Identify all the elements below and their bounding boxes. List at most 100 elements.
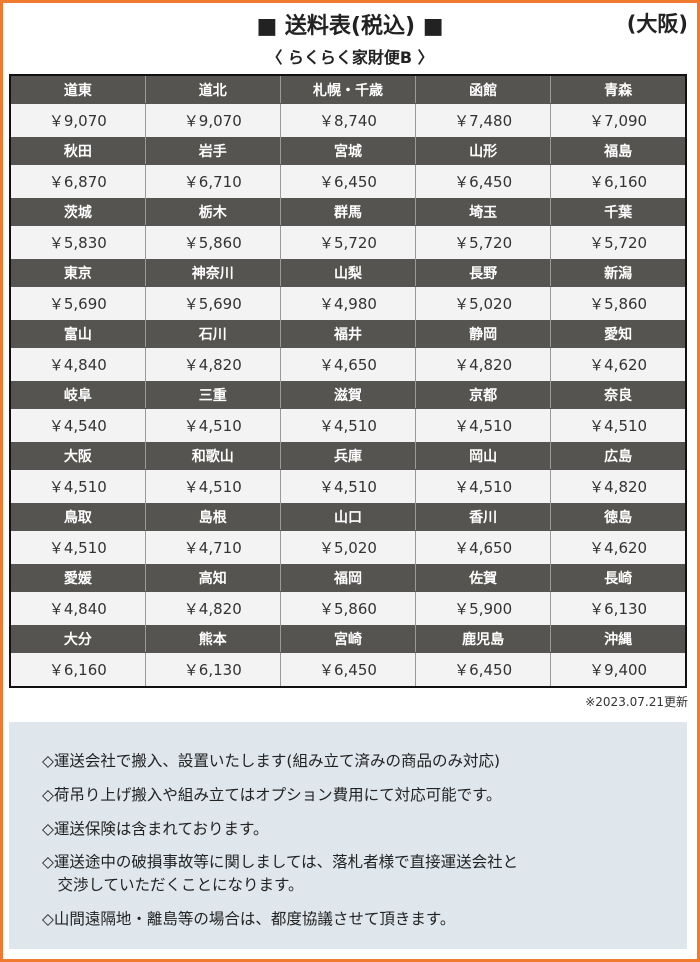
- region-name: 神奈川: [144, 259, 281, 287]
- price-row: ￥6,870 ￥6,710 ￥6,450 ￥6,450 ￥6,160: [9, 164, 687, 198]
- region-name: 道東: [9, 75, 146, 104]
- price-row: ￥4,510 ￥4,710 ￥5,020 ￥4,650 ￥4,620: [9, 530, 687, 564]
- region-name: 新潟: [550, 259, 687, 287]
- region-name: 岡山: [415, 442, 552, 470]
- shipping-price: ￥4,710: [144, 530, 281, 564]
- region-name: 札幌・千歳: [279, 75, 417, 104]
- shipping-price: ￥4,510: [279, 408, 417, 442]
- region-name: 和歌山: [144, 442, 281, 470]
- note-item: ◇運送会社で搬入、設置いたします(組み立て済みの商品のみ対応): [42, 752, 501, 770]
- shipping-rate-table: 道東 道北 札幌・千歳 函館 青森 ￥9,070 ￥9,070 ￥8,740 ￥7,480 ￥7,…: [9, 74, 687, 688]
- region-name: 函館: [415, 75, 552, 104]
- region-name: 香川: [415, 503, 552, 531]
- region-name: 岩手: [144, 137, 281, 165]
- region-header-row: 大分 熊本 宮崎 鹿児島 沖縄: [9, 625, 687, 653]
- shipping-price: ￥4,510: [279, 469, 417, 503]
- region-name: 大分: [9, 625, 146, 653]
- shipping-price: ￥4,820: [144, 347, 281, 381]
- region-name: 茨城: [9, 198, 146, 226]
- shipping-price: ￥4,510: [415, 408, 552, 442]
- price-row: ￥4,540 ￥4,510 ￥4,510 ￥4,510 ￥4,510: [9, 408, 687, 442]
- shipping-price: ￥6,450: [279, 164, 417, 198]
- notes-box: ◇運送会社で搬入、設置いたします(組み立て済みの商品のみ対応) ◇荷吊り上げ搬入…: [9, 722, 687, 949]
- region-name: 徳島: [550, 503, 687, 531]
- price-row: ￥4,840 ￥4,820 ￥4,650 ￥4,820 ￥4,620: [9, 347, 687, 381]
- region-header-row: 茨城 栃木 群馬 埼玉 千葉: [9, 198, 687, 226]
- shipping-price: ￥4,620: [550, 530, 687, 564]
- region-header-row: 岐阜 三重 滋賀 京都 奈良: [9, 381, 687, 409]
- shipping-price: ￥4,510: [415, 469, 552, 503]
- region-header-row: 大阪 和歌山 兵庫 岡山 広島: [9, 442, 687, 470]
- shipping-price: ￥8,740: [279, 103, 417, 137]
- shipping-price: ￥4,510: [144, 469, 281, 503]
- shipping-price: ￥5,020: [279, 530, 417, 564]
- shipping-price: ￥4,840: [9, 347, 146, 381]
- region-header-row: 愛媛 高知 福岡 佐賀 長崎: [9, 564, 687, 592]
- region-name: 熊本: [144, 625, 281, 653]
- shipping-price: ￥4,650: [279, 347, 417, 381]
- shipping-price: ￥6,710: [144, 164, 281, 198]
- region-name: 島根: [144, 503, 281, 531]
- service-subtitle: 〈 らくらく家財便B 〉: [266, 48, 434, 67]
- shipping-price: ￥9,070: [9, 103, 146, 137]
- shipping-price: ￥6,870: [9, 164, 146, 198]
- region-name: 沖縄: [550, 625, 687, 653]
- shipping-price: ￥6,130: [550, 591, 687, 625]
- price-row: ￥4,840 ￥4,820 ￥5,860 ￥5,900 ￥6,130: [9, 591, 687, 625]
- shipping-price: ￥9,400: [550, 652, 687, 687]
- region-name: 石川: [144, 320, 281, 348]
- shipping-price: ￥6,160: [9, 652, 146, 687]
- region-name: 宮崎: [279, 625, 417, 653]
- region-name: 愛媛: [9, 564, 146, 592]
- shipping-price: ￥6,450: [415, 652, 552, 687]
- shipping-price: ￥7,480: [415, 103, 552, 137]
- region-name: 愛知: [550, 320, 687, 348]
- region-name: 千葉: [550, 198, 687, 226]
- shipping-price: ￥5,020: [415, 286, 552, 320]
- region-header-row: 鳥取 島根 山口 香川 徳島: [9, 503, 687, 531]
- region-name: 佐賀: [415, 564, 552, 592]
- region-name: 高知: [144, 564, 281, 592]
- shipping-price: ￥5,830: [9, 225, 146, 259]
- shipping-price: ￥4,820: [144, 591, 281, 625]
- region-name: 福島: [550, 137, 687, 165]
- shipping-price: ￥4,510: [9, 530, 146, 564]
- shipping-price: ￥4,510: [550, 408, 687, 442]
- shipping-price: ￥4,650: [415, 530, 552, 564]
- region-name: 広島: [550, 442, 687, 470]
- region-name: 鳥取: [9, 503, 146, 531]
- price-row: ￥5,830 ￥5,860 ￥5,720 ￥5,720 ￥5,720: [9, 225, 687, 259]
- region-name: 福岡: [279, 564, 417, 592]
- region-header-row: 秋田 岩手 宮城 山形 福島: [9, 137, 687, 165]
- region-name: 東京: [9, 259, 146, 287]
- region-name: 京都: [415, 381, 552, 409]
- region-name: 静岡: [415, 320, 552, 348]
- note-item: ◇荷吊り上げ搬入や組み立てはオプション費用にて対応可能です。: [42, 786, 502, 804]
- origin-region: (大阪): [626, 12, 688, 36]
- shipping-price: ￥4,510: [144, 408, 281, 442]
- shipping-price: ￥4,840: [9, 591, 146, 625]
- shipping-price: ￥5,860: [144, 225, 281, 259]
- region-name: 道北: [144, 75, 281, 104]
- shipping-price: ￥6,130: [144, 652, 281, 687]
- shipping-price: ￥7,090: [550, 103, 687, 137]
- region-name: 山梨: [279, 259, 417, 287]
- shipping-price: ￥6,450: [415, 164, 552, 198]
- price-row: ￥4,510 ￥4,510 ￥4,510 ￥4,510 ￥4,820: [9, 469, 687, 503]
- region-name: 奈良: [550, 381, 687, 409]
- region-name: 秋田: [9, 137, 146, 165]
- region-name: 栃木: [144, 198, 281, 226]
- shipping-price: ￥4,980: [279, 286, 417, 320]
- region-name: 滋賀: [279, 381, 417, 409]
- shipping-price: ￥5,720: [550, 225, 687, 259]
- shipping-price: ￥4,510: [9, 469, 146, 503]
- region-name: 山口: [279, 503, 417, 531]
- region-name: 岐阜: [9, 381, 146, 409]
- page-title: ■ 送料表(税込) ■: [256, 14, 444, 39]
- shipping-price: ￥4,820: [415, 347, 552, 381]
- region-name: 富山: [9, 320, 146, 348]
- region-name: 青森: [550, 75, 687, 104]
- region-name: 兵庫: [279, 442, 417, 470]
- note-item: ◇運送保険は含まれております。: [42, 820, 269, 838]
- region-name: 長崎: [550, 564, 687, 592]
